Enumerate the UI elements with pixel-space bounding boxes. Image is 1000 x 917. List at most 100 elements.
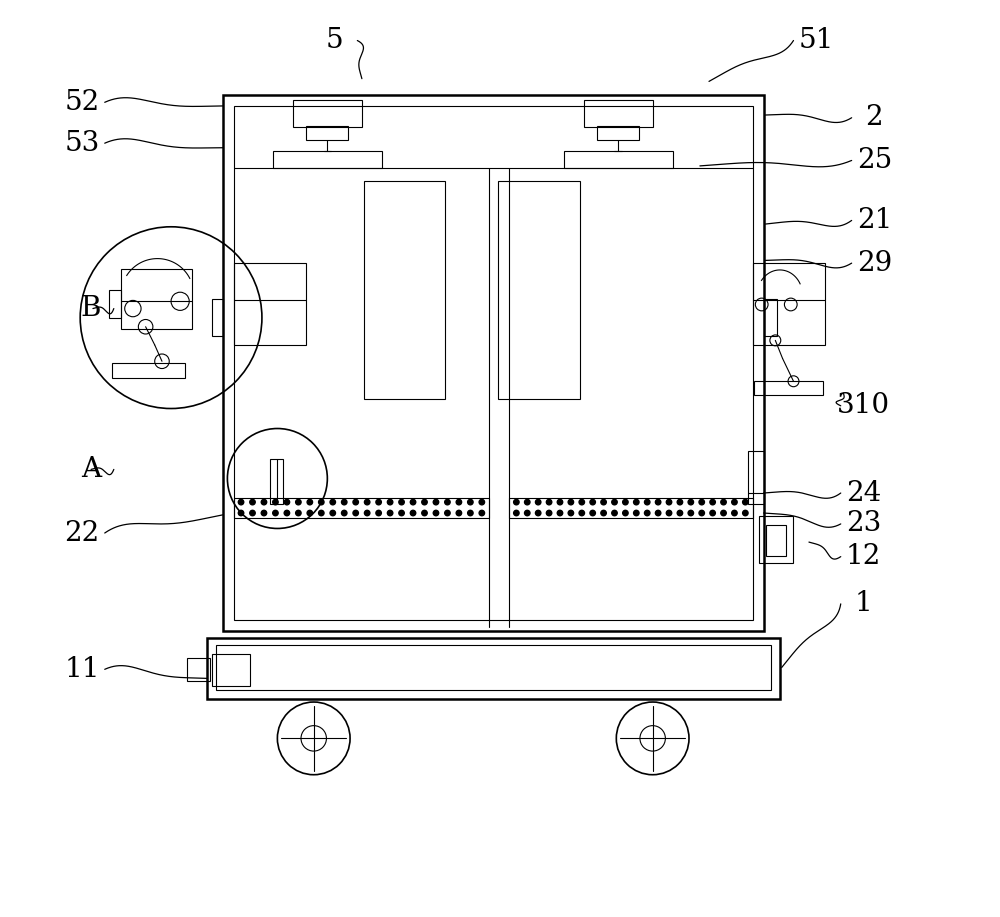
Text: 5: 5 <box>326 27 343 54</box>
Circle shape <box>456 510 462 515</box>
Bar <box>759 515 793 563</box>
Circle shape <box>364 510 370 515</box>
Bar <box>584 100 653 127</box>
Circle shape <box>284 510 290 515</box>
Text: 22: 22 <box>64 520 100 547</box>
Bar <box>207 637 780 700</box>
Circle shape <box>721 510 726 515</box>
Bar <box>223 95 764 631</box>
Circle shape <box>612 500 617 505</box>
Circle shape <box>514 510 519 515</box>
Circle shape <box>525 500 530 505</box>
Circle shape <box>677 500 683 505</box>
Circle shape <box>579 510 585 515</box>
Circle shape <box>330 500 335 505</box>
Circle shape <box>273 510 278 515</box>
Bar <box>764 300 777 336</box>
Circle shape <box>655 510 661 515</box>
Circle shape <box>307 510 313 515</box>
Circle shape <box>468 500 473 505</box>
Circle shape <box>342 500 347 505</box>
Circle shape <box>677 510 683 515</box>
Circle shape <box>456 500 462 505</box>
Bar <box>498 182 580 400</box>
Bar <box>766 525 786 556</box>
Text: A: A <box>81 456 101 483</box>
Text: 51: 51 <box>799 27 834 54</box>
Circle shape <box>319 500 324 505</box>
Circle shape <box>634 500 639 505</box>
Circle shape <box>296 510 301 515</box>
Circle shape <box>364 500 370 505</box>
Circle shape <box>732 500 737 505</box>
Circle shape <box>479 510 485 515</box>
Circle shape <box>376 500 381 505</box>
Circle shape <box>250 500 255 505</box>
Bar <box>293 100 362 127</box>
Circle shape <box>666 510 672 515</box>
Circle shape <box>284 500 290 505</box>
Bar <box>187 658 210 681</box>
Circle shape <box>261 500 267 505</box>
Bar <box>597 126 639 140</box>
Circle shape <box>579 500 585 505</box>
Bar <box>234 498 489 517</box>
Text: 21: 21 <box>857 207 892 234</box>
Circle shape <box>238 500 244 505</box>
Text: 2: 2 <box>866 105 883 131</box>
Circle shape <box>655 500 661 505</box>
Text: 11: 11 <box>64 656 100 683</box>
Circle shape <box>387 510 393 515</box>
Circle shape <box>433 510 439 515</box>
Circle shape <box>273 500 278 505</box>
Bar <box>748 451 764 504</box>
Circle shape <box>699 510 704 515</box>
Bar <box>306 126 348 140</box>
Circle shape <box>399 500 404 505</box>
Circle shape <box>307 500 313 505</box>
Bar <box>509 498 753 517</box>
Text: 24: 24 <box>846 480 881 506</box>
Circle shape <box>612 510 617 515</box>
Bar <box>216 645 771 691</box>
Circle shape <box>445 510 450 515</box>
Circle shape <box>732 510 737 515</box>
Circle shape <box>590 500 595 505</box>
Circle shape <box>250 510 255 515</box>
Circle shape <box>568 500 574 505</box>
Circle shape <box>433 500 439 505</box>
Bar <box>112 363 185 378</box>
Bar <box>109 291 121 317</box>
Text: 25: 25 <box>857 147 892 174</box>
Bar <box>270 458 283 504</box>
Circle shape <box>445 500 450 505</box>
Circle shape <box>376 510 381 515</box>
Text: 1: 1 <box>855 591 872 617</box>
Circle shape <box>514 500 519 505</box>
Bar <box>212 654 250 686</box>
Circle shape <box>319 510 324 515</box>
Bar <box>212 300 223 336</box>
Circle shape <box>601 510 606 515</box>
Circle shape <box>557 510 563 515</box>
Text: 29: 29 <box>857 249 892 277</box>
Bar <box>121 270 192 328</box>
Circle shape <box>296 500 301 505</box>
Circle shape <box>422 500 427 505</box>
Circle shape <box>422 510 427 515</box>
Circle shape <box>525 510 530 515</box>
Text: 23: 23 <box>846 511 881 537</box>
Circle shape <box>410 510 416 515</box>
Circle shape <box>557 500 563 505</box>
Bar <box>234 263 306 345</box>
Text: 53: 53 <box>64 129 100 157</box>
Circle shape <box>710 500 715 505</box>
Circle shape <box>634 510 639 515</box>
Circle shape <box>568 510 574 515</box>
Circle shape <box>330 510 335 515</box>
Circle shape <box>743 500 748 505</box>
Text: 52: 52 <box>64 89 100 116</box>
Circle shape <box>353 510 358 515</box>
Bar <box>234 106 753 620</box>
Circle shape <box>644 510 650 515</box>
